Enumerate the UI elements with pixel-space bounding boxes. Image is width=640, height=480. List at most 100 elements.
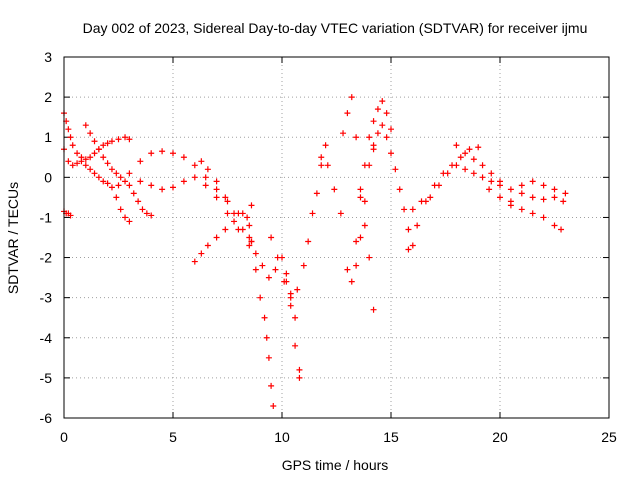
data-point: [388, 126, 394, 133]
data-point: [353, 134, 360, 141]
data-point: [383, 110, 390, 117]
series-arc-17: [405, 144, 482, 253]
data-point: [453, 142, 460, 149]
data-point: [231, 210, 238, 217]
data-point: [257, 294, 264, 301]
data-point: [159, 186, 166, 193]
data-point: [551, 186, 558, 193]
y-tick-label: -3: [40, 290, 53, 306]
data-point: [74, 160, 81, 167]
data-point: [370, 142, 377, 149]
data-point: [296, 374, 303, 381]
data-point: [113, 194, 120, 201]
data-point: [91, 170, 98, 177]
data-point: [87, 130, 94, 137]
series-arc-15: [353, 98, 394, 245]
data-point: [224, 198, 231, 205]
data-point: [379, 98, 386, 105]
data-point: [292, 314, 299, 321]
data-point: [401, 206, 408, 213]
data-point: [69, 142, 76, 149]
data-point: [287, 290, 294, 297]
data-point: [274, 254, 281, 261]
y-tick-label: 1: [44, 129, 52, 145]
data-point: [191, 258, 198, 265]
data-point: [108, 166, 115, 173]
data-point: [340, 130, 347, 137]
data-point: [117, 174, 124, 181]
data-point: [475, 144, 482, 151]
data-point: [488, 170, 495, 177]
data-point: [265, 354, 272, 361]
data-point: [427, 194, 434, 201]
data-point: [322, 142, 329, 149]
x-axis-label: GPS time / hours: [282, 457, 389, 473]
series-arc-10: [246, 234, 303, 381]
data-point: [348, 278, 355, 285]
data-point: [213, 178, 220, 185]
y-tick-label: -6: [40, 410, 53, 426]
data-point: [560, 198, 567, 205]
data-point: [122, 214, 129, 221]
data-point: [87, 154, 94, 161]
data-point: [529, 210, 536, 217]
data-point: [453, 162, 460, 169]
data-point: [148, 182, 155, 189]
data-point: [104, 160, 111, 167]
data-point: [91, 138, 98, 145]
data-point: [252, 250, 259, 257]
data-point: [324, 162, 331, 169]
series-arc-5: [115, 148, 253, 229]
data-point: [78, 154, 85, 161]
data-point: [507, 186, 514, 193]
data-point: [122, 178, 129, 185]
data-point: [344, 266, 351, 273]
y-tick-label: -5: [40, 370, 53, 386]
data-point: [148, 212, 155, 219]
data-point: [462, 150, 469, 157]
data-point: [263, 334, 270, 341]
data-point: [281, 278, 288, 285]
data-point: [361, 162, 368, 169]
data-point: [137, 158, 144, 165]
x-tick-label: 15: [383, 429, 399, 445]
x-tick-label: 25: [601, 429, 617, 445]
data-point: [305, 238, 312, 245]
data-point: [126, 182, 133, 189]
data-point: [100, 142, 107, 149]
data-point: [296, 366, 303, 373]
data-point: [337, 210, 344, 217]
data-point: [104, 140, 111, 147]
data-point: [224, 210, 231, 217]
data-point: [357, 234, 364, 241]
series-arc-18: [409, 162, 503, 213]
x-tick-label: 10: [274, 429, 290, 445]
data-point: [292, 342, 299, 349]
data-point: [198, 250, 205, 257]
data-point: [180, 154, 187, 161]
data-point: [344, 110, 351, 117]
data-point: [246, 234, 253, 241]
data-point: [348, 94, 355, 101]
data-point: [488, 178, 495, 185]
data-point: [470, 156, 477, 163]
data-point: [82, 162, 89, 169]
data-point: [268, 382, 275, 389]
data-point: [497, 178, 503, 185]
data-point: [309, 210, 316, 217]
y-tick-label: -1: [40, 209, 53, 225]
y-axis-label: SDTVAR / TECUs: [5, 182, 21, 294]
data-point: [540, 196, 547, 203]
data-point: [95, 174, 102, 181]
data-point: [479, 174, 486, 181]
data-point: [239, 210, 246, 217]
data-point: [122, 134, 129, 141]
series-arc-11: [268, 142, 329, 301]
data-point: [126, 136, 133, 143]
series-arc-21: [507, 178, 567, 205]
x-tick-label: 0: [60, 429, 68, 445]
data-point: [126, 170, 133, 177]
data-point: [100, 178, 107, 185]
data-point: [104, 180, 111, 187]
